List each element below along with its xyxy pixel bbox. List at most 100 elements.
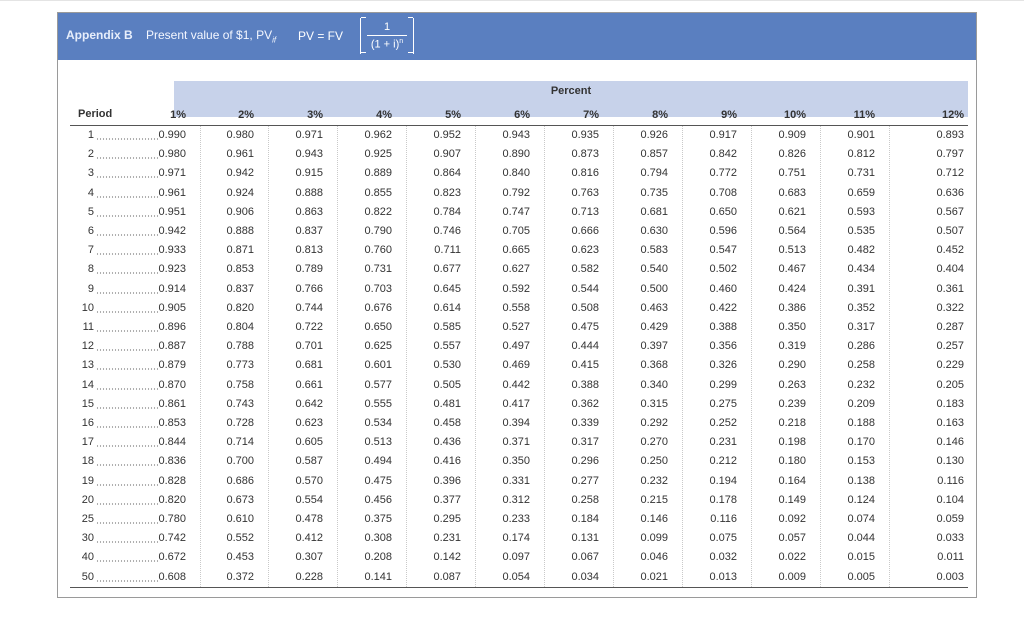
value-cell: 0.923 (158, 263, 186, 276)
value-cell: 0.547 (709, 244, 737, 257)
column-guide (544, 126, 546, 587)
fraction-bar (367, 35, 407, 36)
value-cell: 0.645 (433, 282, 461, 295)
table-row: 3 0.971 0.942 0.915 0.889 0.864 0.840 0.816 0.79… (58, 164, 976, 183)
value-cell: 0.708 (709, 186, 737, 199)
period-cell: 30 (81, 532, 94, 545)
value-cell: 0.857 (640, 148, 668, 161)
value-cell: 0.467 (778, 263, 806, 276)
table-row: 13 0.879 0.773 0.681 0.601 0.530 0.469 0.415 0.3… (58, 356, 976, 375)
dot-leader (96, 483, 160, 486)
column-guide (475, 126, 477, 587)
rate-header-8: 8% (652, 109, 668, 121)
value-cell: 0.751 (778, 167, 806, 180)
value-cell: 0.650 (364, 321, 392, 333)
value-cell: 0.124 (847, 493, 875, 506)
value-cell: 0.046 (640, 551, 668, 564)
value-cell: 0.713 (571, 205, 599, 218)
value-cell: 0.557 (433, 340, 461, 353)
value-cell: 0.530 (433, 359, 461, 372)
table-row: 40 0.672 0.453 0.307 0.208 0.142 0.097 0.067 0.0… (58, 548, 976, 567)
table-row: 4 0.961 0.924 0.888 0.855 0.823 0.792 0.763 0.73… (58, 184, 976, 203)
value-cell: 0.924 (226, 186, 254, 199)
value-cell: 0.415 (571, 359, 599, 372)
value-cell: 0.863 (295, 205, 323, 218)
period-cell: 13 (81, 359, 94, 372)
table-row: 10 0.905 0.820 0.744 0.676 0.614 0.558 0.508 0.4… (58, 299, 976, 318)
value-cell: 0.705 (502, 225, 530, 237)
table-row: 25 0.780 0.610 0.478 0.375 0.295 0.233 0.184 0.1… (58, 510, 976, 529)
value-cell: 0.870 (158, 378, 186, 391)
period-cell: 2 (87, 148, 94, 161)
value-cell: 0.971 (158, 167, 186, 180)
value-cell: 0.744 (295, 301, 323, 314)
value-cell: 0.460 (709, 282, 737, 295)
value-cell: 0.164 (778, 474, 806, 487)
value-cell: 0.258 (571, 493, 599, 506)
value-cell: 0.942 (158, 225, 186, 237)
value-cell: 0.816 (571, 167, 599, 180)
formula-denominator-base: (1 + i) (370, 38, 400, 51)
value-cell: 0.396 (433, 474, 461, 487)
value-cell: 0.292 (640, 417, 668, 429)
value-cell: 0.307 (295, 551, 323, 564)
value-cell: 0.497 (502, 340, 530, 353)
value-cell: 0.772 (709, 167, 737, 180)
value-cell: 0.728 (226, 417, 254, 429)
value-cell: 0.676 (364, 301, 392, 314)
value-cell: 0.623 (571, 244, 599, 257)
bottom-rule (70, 587, 968, 588)
value-cell: 0.906 (226, 205, 254, 218)
value-cell: 0.452 (936, 244, 964, 257)
period-cell: 12 (81, 340, 94, 353)
value-cell: 0.842 (709, 148, 737, 161)
value-cell: 0.593 (847, 205, 875, 218)
value-cell: 0.270 (640, 436, 668, 449)
value-cell: 0.677 (433, 263, 461, 276)
value-cell: 0.453 (226, 551, 254, 564)
table-description: Present value of $1, PVif (146, 28, 276, 44)
appendix-table-frame: Appendix B Present value of $1, PVif PV … (57, 12, 977, 598)
value-cell: 0.326 (709, 359, 737, 372)
value-cell: 0.837 (295, 225, 323, 237)
value-cell: 0.322 (936, 301, 964, 314)
value-cell: 0.879 (158, 359, 186, 372)
value-cell: 0.315 (640, 397, 668, 410)
value-cell: 0.475 (364, 474, 392, 487)
value-cell: 0.592 (502, 282, 530, 295)
value-cell: 0.746 (433, 225, 461, 237)
value-cell: 0.277 (571, 474, 599, 487)
period-cell: 8 (87, 263, 94, 276)
value-cell: 0.350 (778, 321, 806, 333)
value-cell: 0.836 (158, 455, 186, 468)
rate-header-2: 2% (238, 109, 254, 121)
dot-leader (96, 522, 160, 524)
value-cell: 0.232 (640, 474, 668, 487)
value-cell: 0.623 (295, 417, 323, 429)
value-cell: 0.263 (778, 378, 806, 391)
value-cell: 0.853 (226, 263, 254, 276)
value-cell: 0.500 (640, 282, 668, 295)
dot-leader (96, 234, 160, 236)
dot-leader (96, 426, 160, 428)
value-cell: 0.789 (295, 263, 323, 276)
formula-lhs: PV = FV (298, 29, 344, 43)
percent-header-band: Percent (174, 81, 968, 117)
value-cell: 0.577 (364, 378, 392, 391)
value-cell: 0.444 (571, 340, 599, 353)
value-cell: 0.394 (502, 417, 530, 429)
value-cell: 0.527 (502, 321, 530, 333)
value-cell: 0.608 (158, 570, 186, 583)
value-cell: 0.627 (502, 263, 530, 276)
value-cell: 0.980 (158, 148, 186, 161)
value-cell: 0.215 (640, 493, 668, 506)
value-cell: 0.661 (295, 378, 323, 391)
value-cell: 0.257 (936, 340, 964, 353)
value-cell: 0.339 (571, 417, 599, 429)
dot-leader (96, 253, 160, 256)
value-cell: 0.416 (433, 455, 461, 468)
dot-leader (96, 349, 160, 352)
value-cell: 0.554 (295, 493, 323, 506)
period-cell: 16 (81, 417, 94, 429)
table-row: 6 0.942 0.888 0.837 0.790 0.746 0.705 0.666 0.63… (58, 222, 976, 241)
